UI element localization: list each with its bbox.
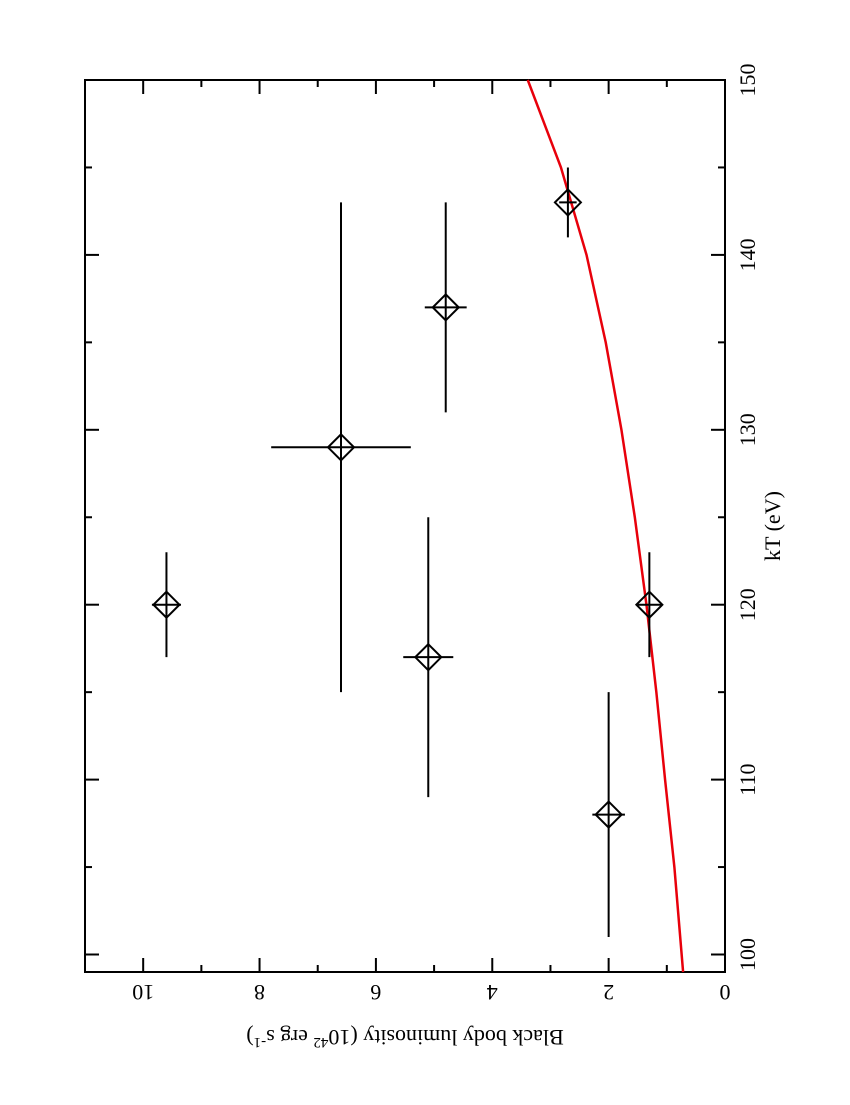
x-tick-label: 150	[735, 64, 760, 97]
y-tick-label: 0	[720, 980, 731, 1005]
y-axis-label-part: Black body luminosity (10	[328, 1025, 563, 1050]
marker	[326, 432, 356, 462]
x-tick-label: 140	[735, 238, 760, 271]
marker	[634, 590, 664, 620]
x-tick-label: 100	[735, 938, 760, 971]
y-tick-label: 6	[370, 980, 381, 1005]
marker	[431, 292, 461, 322]
y-tick-label: 4	[487, 980, 498, 1005]
y-axis-label: Black body luminosity (1042 erg s-1)	[246, 1025, 563, 1050]
plot-frame	[84, 79, 726, 973]
y-tick-label: 2	[603, 980, 614, 1005]
y-axis-label-part: erg s	[266, 1025, 313, 1050]
x-tick-label: 110	[735, 764, 760, 796]
y-tick-label: 10	[132, 980, 154, 1005]
y-tick-label: 8	[254, 980, 265, 1005]
y-axis-label-part: 42	[313, 1034, 328, 1050]
marker	[413, 642, 443, 672]
x-tick-label: 120	[735, 588, 760, 621]
marker	[594, 800, 624, 830]
y-axis-label-part: )	[246, 1025, 253, 1050]
marker	[152, 590, 181, 620]
y-axis-label-part: -1	[254, 1034, 267, 1050]
fit-curve	[526, 79, 685, 973]
marker	[553, 188, 583, 217]
x-tick-label: 130	[735, 413, 760, 446]
x-axis-label: kT (eV)	[760, 491, 785, 561]
